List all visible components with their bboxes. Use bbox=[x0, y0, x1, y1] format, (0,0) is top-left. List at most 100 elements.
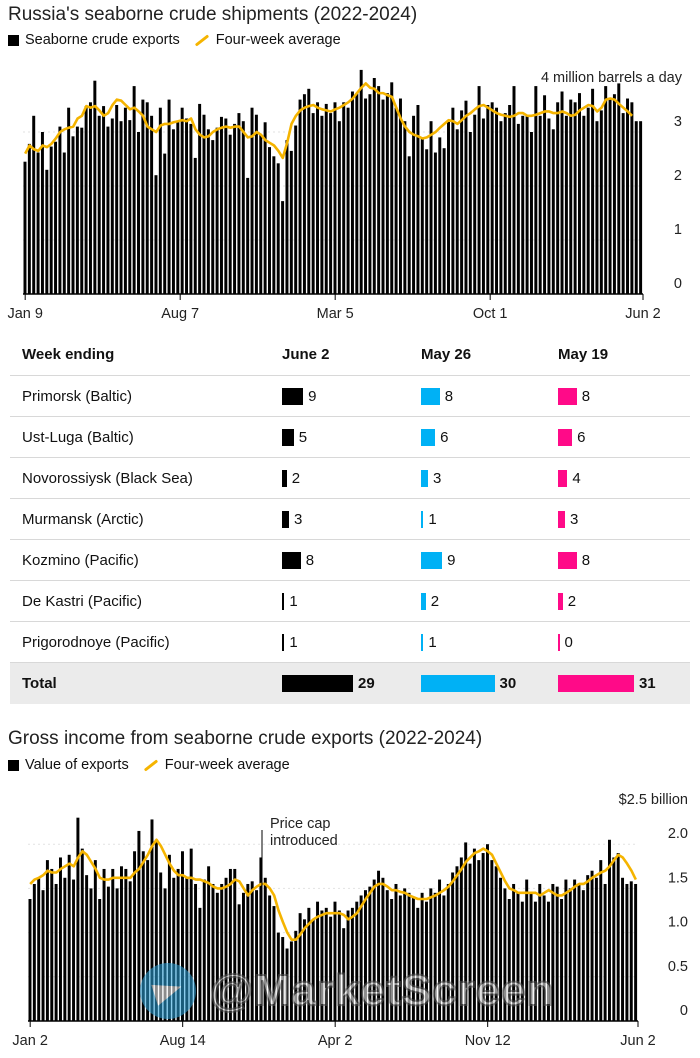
bar bbox=[102, 106, 106, 294]
y-tick-label: 1.5 bbox=[668, 870, 688, 886]
bar bbox=[263, 122, 267, 294]
bar bbox=[564, 115, 568, 294]
bar bbox=[141, 851, 145, 1021]
bar bbox=[106, 886, 110, 1021]
bar bbox=[639, 121, 643, 294]
bar bbox=[586, 875, 590, 1021]
bar bbox=[268, 147, 271, 294]
value-bar bbox=[282, 593, 285, 610]
bar bbox=[381, 99, 385, 294]
bar bbox=[525, 115, 529, 294]
bar bbox=[37, 877, 41, 1021]
bar bbox=[185, 118, 189, 294]
bar bbox=[346, 107, 350, 294]
x-tick-label: Aug 14 bbox=[160, 1033, 206, 1049]
bar bbox=[250, 107, 254, 294]
bar bbox=[167, 854, 171, 1021]
bar bbox=[172, 877, 176, 1021]
bar bbox=[115, 888, 119, 1021]
bar bbox=[429, 888, 433, 1021]
bar bbox=[490, 102, 494, 294]
bar bbox=[67, 854, 71, 1021]
value-bar bbox=[558, 511, 566, 528]
bar bbox=[329, 916, 333, 1021]
bar bbox=[364, 98, 368, 295]
bar bbox=[259, 857, 263, 1021]
bar bbox=[329, 113, 333, 294]
bar bbox=[337, 121, 341, 294]
bar bbox=[630, 102, 634, 294]
bar bbox=[595, 121, 599, 294]
bar bbox=[472, 848, 476, 1021]
bar bbox=[508, 105, 512, 294]
x-tick-label: Apr 2 bbox=[318, 1033, 353, 1049]
bar bbox=[551, 129, 555, 294]
bar bbox=[481, 853, 485, 1021]
bar bbox=[285, 140, 289, 294]
value-bar bbox=[282, 675, 354, 692]
bar bbox=[180, 107, 184, 294]
bar bbox=[573, 102, 577, 294]
value-label: 31 bbox=[638, 675, 656, 692]
bar bbox=[120, 866, 123, 1021]
bar bbox=[425, 901, 428, 1021]
bar bbox=[390, 82, 394, 294]
average-line bbox=[24, 82, 633, 160]
bar bbox=[320, 115, 324, 294]
value-label: 5 bbox=[298, 429, 308, 446]
bar bbox=[110, 118, 114, 294]
total-row: Total 29 30 31 bbox=[10, 662, 690, 704]
bar bbox=[59, 857, 62, 1021]
bar bbox=[460, 110, 464, 295]
bar bbox=[167, 99, 171, 294]
bar bbox=[228, 134, 232, 294]
bar bbox=[521, 115, 525, 294]
bar bbox=[490, 860, 494, 1021]
bar bbox=[141, 99, 145, 294]
value-bar bbox=[421, 675, 495, 692]
bar bbox=[403, 888, 407, 1021]
bar bbox=[85, 875, 89, 1021]
bar bbox=[302, 94, 306, 294]
bar bbox=[573, 879, 577, 1021]
bar bbox=[599, 110, 603, 295]
y-axis-unit: 4 million barrels a day bbox=[541, 70, 683, 86]
bar bbox=[455, 866, 459, 1021]
bar bbox=[394, 883, 398, 1021]
value-label: 8 bbox=[444, 388, 454, 405]
bar bbox=[420, 137, 424, 294]
bar bbox=[237, 904, 241, 1021]
bar bbox=[407, 892, 411, 1021]
bar bbox=[289, 941, 293, 1021]
value-legend-swatch bbox=[8, 759, 19, 771]
bar bbox=[58, 126, 62, 294]
bar bbox=[228, 868, 232, 1021]
bar bbox=[629, 881, 633, 1021]
bar bbox=[93, 860, 97, 1021]
table-row: Prigorodnoye (Pacific) 1 1 0 bbox=[10, 621, 690, 663]
bar bbox=[137, 132, 140, 294]
bar bbox=[455, 129, 459, 294]
x-tick-label: Mar 5 bbox=[317, 306, 354, 322]
bar bbox=[154, 175, 158, 294]
bar bbox=[119, 121, 123, 294]
chart2-title: Gross income from seaborne crude exports… bbox=[8, 728, 483, 749]
value-bar bbox=[558, 470, 568, 487]
bar bbox=[23, 161, 27, 294]
bar bbox=[555, 886, 559, 1021]
bar bbox=[586, 107, 590, 294]
value-label: 2 bbox=[567, 593, 577, 610]
bar bbox=[543, 95, 547, 294]
bar bbox=[71, 136, 75, 294]
bar bbox=[320, 910, 324, 1021]
bar bbox=[128, 120, 132, 295]
bar bbox=[137, 830, 141, 1021]
row-label: Total bbox=[22, 675, 57, 692]
bar bbox=[189, 123, 193, 295]
value-bar bbox=[558, 552, 577, 569]
bar bbox=[49, 146, 53, 294]
bar bbox=[612, 94, 616, 294]
chart1-legend: Seaborne crude exports Four-week average bbox=[8, 32, 341, 48]
bar bbox=[193, 157, 197, 294]
value-legend-label: Value of exports bbox=[25, 757, 129, 773]
